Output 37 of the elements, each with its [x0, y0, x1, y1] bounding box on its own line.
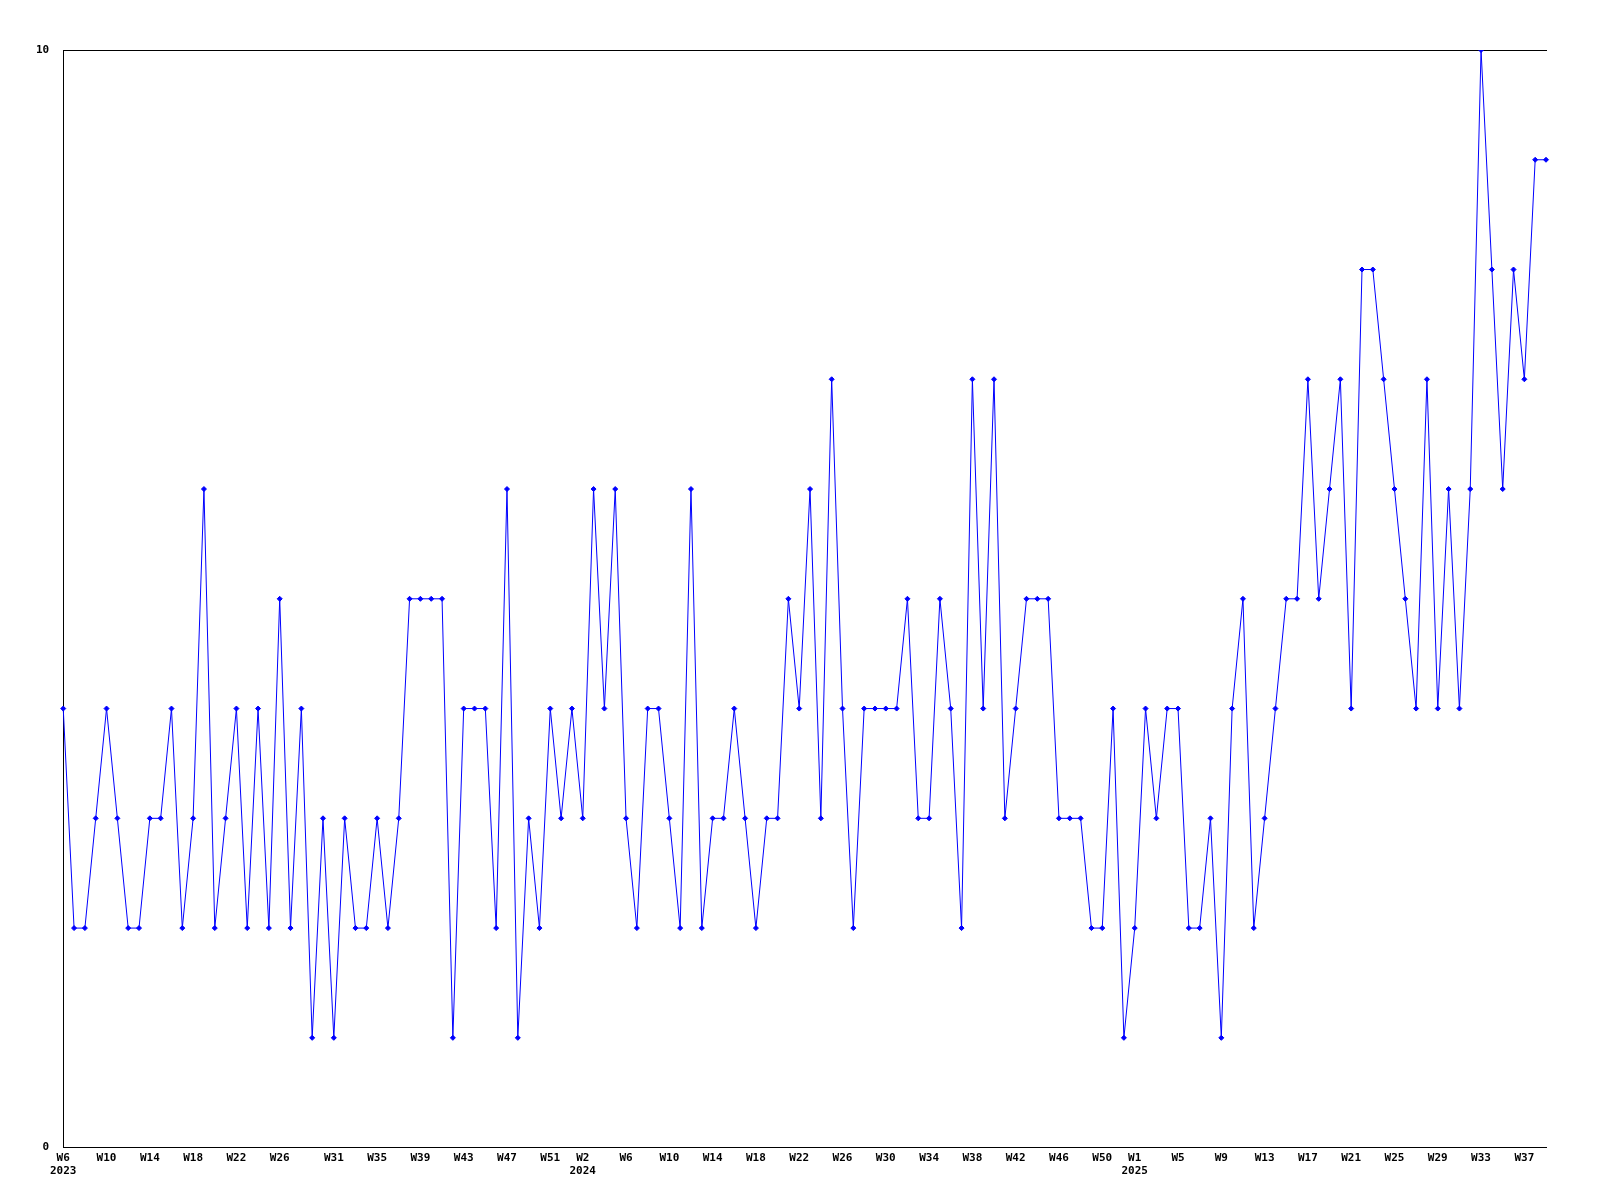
x-tick-label: W10 — [96, 1151, 117, 1165]
x-tick-label: W6 — [619, 1151, 634, 1165]
x-tick-label: W2 2024 — [569, 1151, 597, 1178]
x-tick-label: W51 — [540, 1151, 561, 1165]
x-tick-label: W13 — [1254, 1151, 1275, 1165]
x-tick-label: W50 — [1092, 1151, 1113, 1165]
x-tick-label: W10 — [659, 1151, 680, 1165]
x-tick-label: W21 — [1341, 1151, 1362, 1165]
x-tick-label: W14 — [702, 1151, 723, 1165]
x-tick-label: W18 — [183, 1151, 204, 1165]
x-tick-label: W33 — [1471, 1151, 1491, 1165]
x-tick-label: W22 — [789, 1151, 810, 1165]
x-tick-label: W37 — [1514, 1151, 1535, 1165]
x-tick-label: W43 — [453, 1151, 474, 1165]
x-tick-label: W18 — [745, 1151, 766, 1165]
x-tick-label: W14 — [139, 1151, 161, 1165]
x-tick-label: W29 — [1427, 1151, 1448, 1165]
x-tick-label: W25 — [1384, 1151, 1405, 1165]
x-tick-label: W9 — [1214, 1151, 1228, 1165]
x-tick-label: W6 2023 — [50, 1151, 77, 1178]
x-tick-label: W22 — [226, 1151, 247, 1165]
x-tick-label: W26 — [832, 1151, 853, 1165]
x-tick-label: W38 — [962, 1151, 983, 1165]
x-tick-label: W34 — [919, 1151, 940, 1165]
x-tick-label: W39 — [410, 1151, 431, 1165]
x-tick-label: W31 — [323, 1151, 345, 1165]
x-tick-label: W1 2025 — [1121, 1151, 1148, 1178]
x-tick-label: W5 — [1171, 1151, 1185, 1165]
x-tick-label: W17 — [1297, 1151, 1318, 1165]
y-tick-label: 0 — [42, 1140, 50, 1154]
x-tick-label: W35 — [367, 1151, 388, 1165]
x-tick-label: W46 — [1049, 1151, 1070, 1165]
x-tick-label: W26 — [269, 1151, 291, 1165]
y-tick-label: 10 — [36, 42, 50, 56]
x-tick-label: W42 — [1005, 1151, 1026, 1165]
x-tick-label: W47 — [497, 1151, 517, 1165]
x-tick-label: W30 — [875, 1151, 896, 1165]
